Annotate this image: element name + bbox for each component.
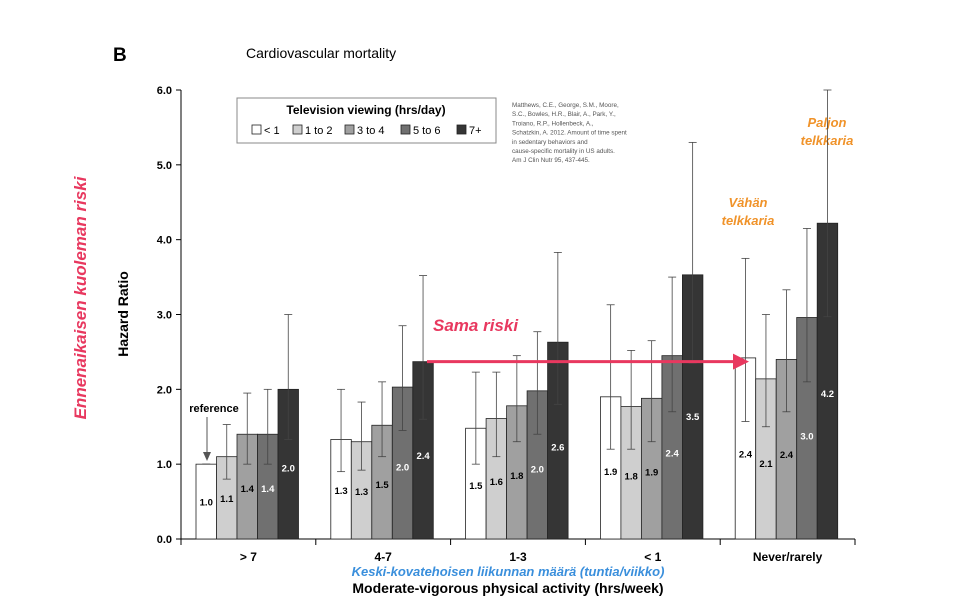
data-label: 1.5	[375, 480, 389, 491]
lots-tv-annotation-line1: Paljon	[807, 115, 846, 130]
y-axis-translation: Ennenaikaisen kuoleman riski	[71, 175, 90, 419]
data-label: 1.9	[604, 467, 617, 478]
data-label: 2.0	[396, 463, 409, 474]
little-tv-annotation-line2: telkkaria	[722, 213, 775, 228]
legend-label: < 1	[264, 125, 280, 137]
y-tick-label: 1.0	[157, 459, 172, 471]
y-tick-label: 4.0	[157, 235, 172, 247]
data-label: 1.8	[625, 471, 638, 482]
data-label: 2.0	[531, 464, 544, 475]
panel-label: B	[113, 45, 127, 66]
y-tick-label: 6.0	[157, 85, 172, 97]
x-tick-label: 4-7	[375, 550, 393, 564]
data-label: 1.4	[241, 484, 255, 495]
data-label: 2.1	[759, 459, 773, 470]
reference-annotation: reference	[189, 403, 239, 415]
legend-swatch	[344, 124, 355, 135]
citation-line: Troiano, R.P., Hollenbeck, A.,	[512, 120, 594, 127]
legend-label: 3 to 4	[357, 125, 385, 137]
data-label: 1.1	[220, 494, 234, 505]
legend-box	[236, 97, 497, 144]
data-label: 1.4	[261, 484, 275, 495]
y-tick-label: 5.0	[157, 160, 172, 172]
data-label: 2.4	[666, 448, 680, 459]
legend-swatch	[456, 124, 467, 135]
data-label: 1.8	[510, 471, 523, 482]
y-tick-label: 0.0	[157, 534, 172, 546]
x-axis-translation: Keski-kovatehoisen liikunnan määrä (tunt…	[352, 564, 665, 579]
data-label: 3.0	[800, 431, 813, 442]
data-label: 1.3	[355, 487, 368, 498]
reference-arrow-head	[203, 452, 211, 461]
same-risk-arrow-head	[733, 353, 749, 370]
data-label: 2.4	[739, 450, 753, 461]
data-label: 2.0	[282, 464, 295, 475]
data-label: 1.9	[645, 468, 658, 479]
data-label: 2.6	[551, 442, 564, 453]
x-tick-label: < 1	[644, 550, 661, 564]
x-axis-label: Moderate-vigorous physical activity (hrs…	[352, 580, 663, 596]
chart-title: Cardiovascular mortality	[246, 45, 396, 61]
data-label: 1.3	[334, 486, 347, 497]
citation-line: in sedentary behaviors and	[512, 139, 588, 146]
x-tick-label: > 7	[240, 550, 257, 564]
x-tick-label: Never/rarely	[753, 550, 823, 564]
legend-swatch	[251, 124, 262, 135]
x-tick-label: 1-3	[509, 550, 527, 564]
data-label: 1.5	[469, 481, 483, 492]
legend-label: 7+	[469, 125, 482, 137]
citation-line: Schatzkin, A. 2012. Amount of time spent	[512, 130, 627, 137]
citation-line: cause-specific mortality in US adults.	[512, 148, 615, 155]
data-label: 3.5	[686, 412, 700, 423]
lots-tv-annotation-line2: telkkaria	[801, 133, 854, 148]
legend-swatch	[292, 124, 303, 135]
y-tick-label: 2.0	[157, 384, 172, 396]
y-tick-label: 3.0	[157, 310, 172, 322]
data-label: 2.4	[780, 450, 794, 461]
citation-line: Am J Clin Nutr 95, 437-445.	[512, 157, 590, 164]
same-risk-annotation: Sama riski	[433, 316, 519, 335]
citation-line: Matthews, C.E., George, S.M., Moore,	[512, 102, 619, 109]
legend-label: 1 to 2	[305, 125, 333, 137]
legend-title: Television viewing (hrs/day)	[286, 103, 445, 117]
data-label: 1.0	[200, 497, 213, 508]
citation-text: Matthews, C.E., George, S.M., Moore, S.C.…	[512, 102, 627, 164]
citation-line: S.C., Bowles, H.R., Blair, A., Park, Y.,	[512, 111, 616, 118]
data-label: 1.6	[490, 477, 503, 488]
data-label: 4.2	[821, 389, 834, 400]
legend-label: 5 to 6	[413, 125, 441, 137]
y-axis-label: Hazard Ratio	[115, 271, 131, 357]
legend-swatch	[400, 124, 411, 135]
data-label: 2.4	[416, 451, 430, 462]
little-tv-annotation-line1: Vähän	[728, 195, 767, 210]
